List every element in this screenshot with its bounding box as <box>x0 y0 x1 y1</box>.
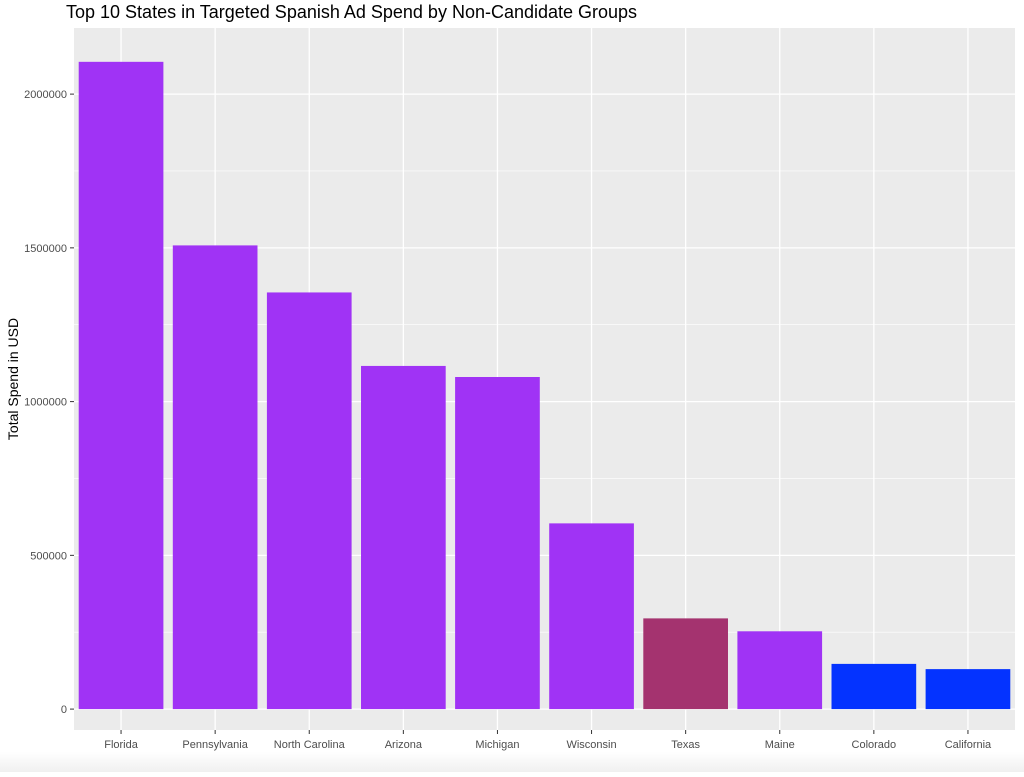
x-tick-label: North Carolina <box>274 739 346 751</box>
bar-wisconsin <box>549 523 634 710</box>
x-tick-label: Florida <box>104 739 139 751</box>
chart-title: Top 10 States in Targeted Spanish Ad Spe… <box>66 2 638 22</box>
bar-california <box>925 669 1011 710</box>
bar-pennsylvania <box>172 245 258 710</box>
y-tick-label: 0 <box>61 704 67 716</box>
x-tick-label: Wisconsin <box>566 739 616 751</box>
y-axis-label: Total Spend in USD <box>5 318 21 440</box>
bar-maine <box>737 631 823 710</box>
bar-michigan <box>455 377 540 710</box>
x-tick-label: Pennsylvania <box>182 739 248 751</box>
x-tick-label: California <box>945 739 992 751</box>
bar-texas <box>643 618 728 710</box>
bar-north-carolina <box>266 292 352 710</box>
bar-colorado <box>831 663 917 710</box>
x-tick-label: Maine <box>765 739 795 751</box>
x-tick-label: Texas <box>671 739 700 751</box>
bar-florida <box>78 61 164 710</box>
bottom-strip <box>0 752 1024 772</box>
x-tick-label: Michigan <box>475 739 519 751</box>
y-tick-label: 1000000 <box>24 397 67 409</box>
bar-arizona <box>361 365 446 710</box>
x-tick-label: Arizona <box>385 739 423 751</box>
y-tick-label: 500000 <box>30 550 67 562</box>
y-tick-label: 1500000 <box>24 243 67 255</box>
x-tick-label: Colorado <box>852 739 897 751</box>
y-tick-label: 2000000 <box>24 89 67 101</box>
